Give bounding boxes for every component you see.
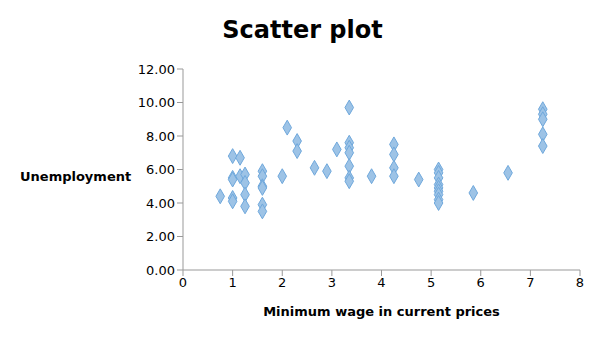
svg-text:1: 1 [228, 275, 236, 290]
svg-text:7: 7 [526, 275, 534, 290]
svg-text:6: 6 [477, 275, 485, 290]
svg-text:12.00: 12.00 [138, 62, 175, 77]
html-text:Minimum wage in current prices: Minimum wage in current prices [263, 304, 500, 319]
svg-text:2: 2 [278, 275, 286, 290]
svg-text:4.00: 4.00 [146, 196, 175, 211]
svg-text:2.00: 2.00 [146, 229, 175, 244]
html-text:Unemployment: Unemployment [20, 169, 132, 184]
html-text:Scatter plot: Scatter plot [222, 16, 383, 44]
svg-text:8.00: 8.00 [146, 129, 175, 144]
svg-text:10.00: 10.00 [138, 95, 175, 110]
svg-text:5: 5 [427, 275, 435, 290]
svg-text:8: 8 [576, 275, 584, 290]
svg-text:4: 4 [377, 275, 385, 290]
svg-text:0: 0 [179, 275, 187, 290]
svg-text:6.00: 6.00 [146, 162, 175, 177]
svg-text:0.00: 0.00 [146, 263, 175, 278]
svg-text:3: 3 [328, 275, 336, 290]
